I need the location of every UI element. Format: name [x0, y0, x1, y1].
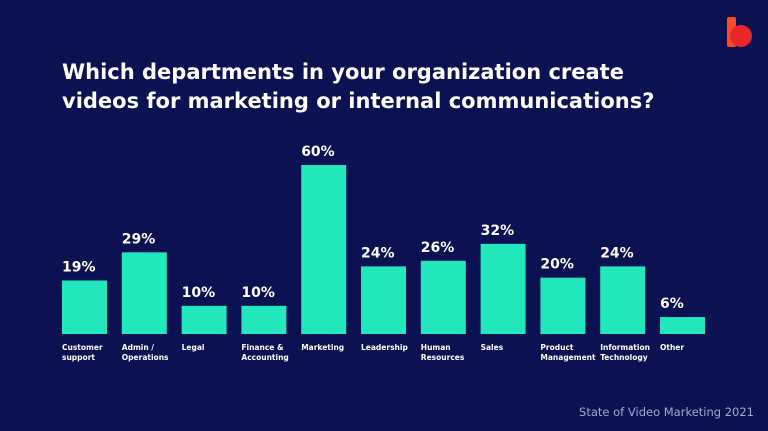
bar	[361, 266, 406, 334]
value-label: 24%	[600, 245, 634, 261]
bar	[540, 277, 586, 334]
value-label: 10%	[182, 285, 216, 301]
value-label: 29%	[122, 231, 156, 247]
value-label: 10%	[241, 285, 275, 301]
bar	[241, 305, 287, 334]
x-tick-label: Sales	[480, 343, 504, 352]
value-label: 26%	[421, 240, 455, 256]
x-tick-label: Other	[660, 343, 685, 352]
chart-title: Which departments in your organization c…	[62, 60, 655, 113]
bar	[181, 305, 227, 334]
x-tick-label: Marketing	[301, 343, 345, 352]
value-label: 19%	[62, 259, 96, 275]
value-label: 20%	[540, 257, 574, 273]
x-tick-label: Finance & Accounting	[241, 343, 289, 362]
bar	[62, 280, 107, 334]
value-label: 6%	[660, 296, 684, 312]
value-label: 60%	[301, 144, 335, 160]
bar	[480, 243, 526, 334]
value-label: 24%	[361, 245, 395, 261]
bar	[420, 260, 466, 334]
x-tick-label: Admin / Operations	[121, 343, 169, 362]
bar	[660, 317, 705, 334]
x-tick-label: Human Resources	[420, 343, 465, 362]
x-tick-label: Leadership	[361, 343, 408, 352]
x-tick-label: Information Technology	[600, 343, 650, 362]
x-tick-label: Product Management	[540, 343, 596, 362]
value-label: 32%	[481, 223, 515, 239]
x-tick-label: Legal	[181, 343, 205, 352]
bar	[121, 252, 167, 334]
bar	[600, 266, 646, 334]
x-tick-label: Customer support	[62, 343, 103, 362]
logo	[727, 17, 752, 47]
footer: State of Video Marketing 2021	[579, 405, 754, 419]
bar	[301, 165, 347, 334]
